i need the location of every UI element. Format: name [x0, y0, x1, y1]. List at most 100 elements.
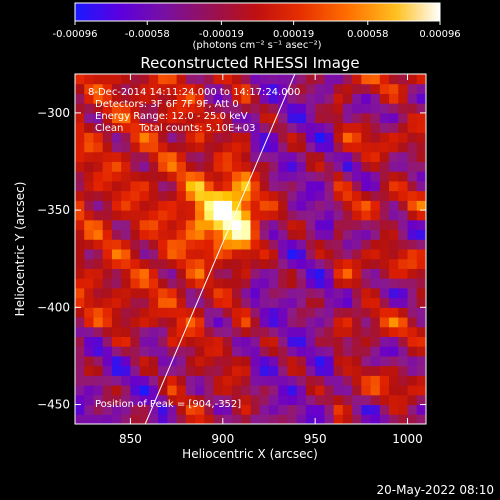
heatmap-cell [111, 375, 122, 386]
heatmap-cell [342, 122, 353, 133]
heatmap-cell [204, 161, 215, 172]
heatmap-cell [416, 268, 426, 279]
heatmap-cell [278, 414, 288, 424]
heatmap-cell [352, 219, 362, 231]
heatmap-cell [111, 210, 122, 221]
heatmap-cell [389, 83, 399, 94]
heatmap-cell [416, 171, 426, 182]
heatmap-cell [130, 414, 141, 424]
heatmap-cell [361, 210, 372, 221]
heatmap-cell [352, 297, 362, 308]
heatmap-cell [93, 103, 104, 114]
heatmap-cell [324, 122, 335, 133]
heatmap-cell [204, 375, 215, 386]
heatmap-cell [204, 122, 215, 133]
heatmap-cell [407, 385, 418, 396]
heatmap-cell [259, 132, 270, 143]
heatmap-cell [232, 103, 242, 114]
heatmap-cell [342, 239, 353, 250]
heatmap-cell [241, 142, 251, 153]
heatmap-cell [268, 229, 279, 240]
heatmap-cell [370, 365, 381, 376]
heatmap-cell [167, 307, 178, 318]
heatmap-cell [370, 385, 381, 396]
heatmap-cell [324, 112, 335, 124]
heatmap-cell [305, 142, 316, 153]
heatmap-cell [111, 132, 122, 143]
heatmap-cell [370, 180, 381, 192]
heatmap-cell [232, 180, 242, 192]
heatmap-cell [287, 190, 298, 201]
heatmap-cell [93, 394, 104, 406]
heatmap-cell [370, 307, 381, 318]
heatmap-cell [185, 151, 196, 162]
heatmap-cell [148, 74, 159, 85]
heatmap-cell [213, 180, 224, 192]
heatmap-cell [185, 171, 196, 182]
heatmap-cell [361, 297, 372, 308]
heatmap-cell [379, 307, 390, 318]
heatmap-cell [287, 112, 298, 124]
heatmap-cell [84, 375, 94, 386]
heatmap-cell [287, 287, 298, 299]
heatmap-cell [333, 336, 344, 347]
heatmap-cell [232, 200, 242, 211]
heatmap-cell [389, 414, 399, 424]
heatmap-cell [204, 297, 215, 308]
heatmap-cell [389, 346, 399, 357]
heatmap-cell [268, 239, 279, 250]
heatmap-cell [305, 74, 316, 85]
heatmap-cell [102, 93, 113, 104]
heatmap-cell [84, 268, 94, 279]
heatmap-cell [315, 404, 325, 415]
heatmap-cell [416, 93, 426, 104]
heatmap-cell [398, 142, 409, 153]
heatmap-cell [148, 307, 159, 318]
heatmap-cell [352, 404, 362, 415]
heatmap-cell [241, 385, 251, 396]
heatmap-cell [185, 210, 196, 221]
heatmap-cell [121, 336, 131, 347]
heatmap-cell [195, 346, 205, 357]
heatmap-cell [407, 414, 418, 424]
heatmap-cell [204, 210, 215, 221]
heatmap-cell [352, 326, 362, 337]
heatmap-cell [278, 404, 288, 415]
heatmap-cell [333, 346, 344, 357]
heatmap-cell [324, 336, 335, 347]
heatmap-cell [185, 268, 196, 279]
heatmap-cell [222, 103, 233, 114]
heatmap-cell [259, 239, 270, 250]
heatmap-cell [84, 93, 94, 104]
heatmap-cell [93, 200, 104, 211]
heatmap-cell [148, 122, 159, 133]
heatmap-cell [333, 404, 344, 415]
heatmap-cell [315, 200, 325, 211]
heatmap-cell [195, 249, 205, 260]
heatmap-cell [407, 122, 418, 133]
heatmap-cell [296, 336, 307, 347]
heatmap-cell [278, 317, 288, 328]
heatmap-cell [324, 190, 335, 201]
heatmap-cell [407, 132, 418, 143]
heatmap-cell [398, 278, 409, 289]
heatmap-cell [324, 355, 335, 367]
heatmap-cell [195, 317, 205, 328]
heatmap-cell [102, 161, 113, 172]
heatmap-cell [296, 346, 307, 357]
heatmap-cell [222, 83, 233, 94]
heatmap-cell [185, 326, 196, 337]
heatmap-cell [241, 375, 251, 386]
heatmap-cell [268, 278, 279, 289]
heatmap-cell [379, 249, 390, 260]
heatmap-cell [167, 365, 178, 376]
heatmap-cell [204, 414, 215, 424]
heatmap-cell [232, 394, 242, 406]
heatmap-cell [93, 210, 104, 221]
heatmap-cell [278, 142, 288, 153]
heatmap-cell [195, 326, 205, 337]
heatmap-cell [278, 74, 288, 85]
heatmap-cell [268, 394, 279, 406]
heatmap-cell [167, 326, 178, 337]
heatmap-cell [324, 219, 335, 231]
